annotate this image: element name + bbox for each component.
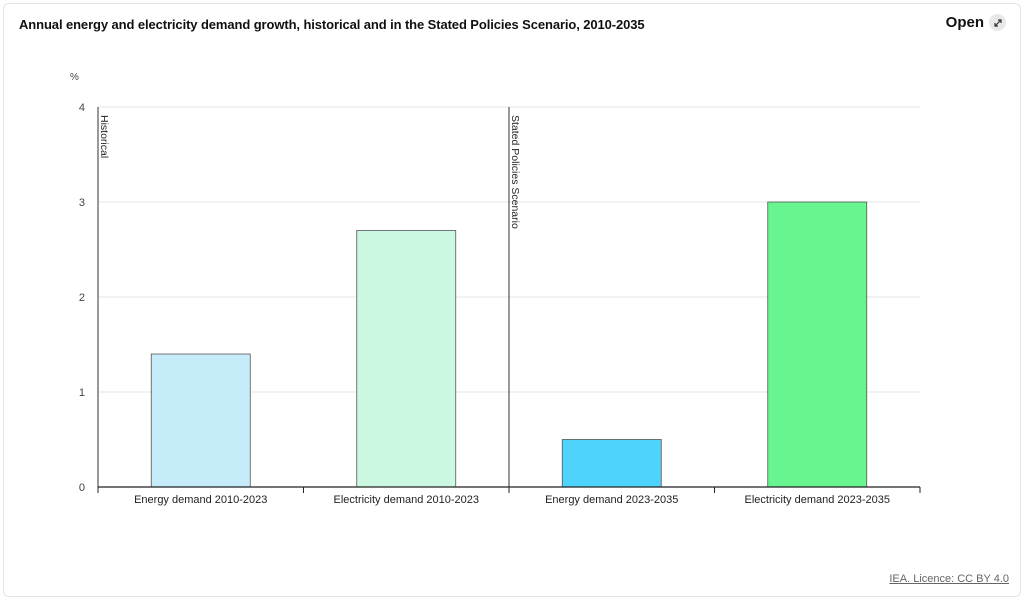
licence-link[interactable]: IEA. Licence: CC BY 4.0 xyxy=(889,573,1009,585)
bar xyxy=(356,230,457,488)
x-tick-label: Energy demand 2010-2023 xyxy=(134,494,267,506)
bar xyxy=(561,439,662,488)
y-tick-label: 2 xyxy=(79,292,85,304)
x-tick-label: Electricity demand 2023-2035 xyxy=(744,494,890,506)
x-tick-label: Electricity demand 2010-2023 xyxy=(333,494,479,506)
y-tick-label: 0 xyxy=(79,482,85,494)
bar xyxy=(767,201,868,488)
chart-title: Annual energy and electricity demand gro… xyxy=(19,17,645,32)
annotation-label: Historical xyxy=(98,115,110,158)
annotation-label: Stated Policies Scenario xyxy=(509,115,521,229)
open-button[interactable]: Open xyxy=(946,14,1006,31)
x-tick-label: Energy demand 2023-2035 xyxy=(545,494,678,506)
bar xyxy=(150,353,251,488)
open-label: Open xyxy=(945,14,984,31)
y-tick-label: 3 xyxy=(79,197,85,209)
y-tick-label: 1 xyxy=(79,387,85,399)
expand-arrows-icon xyxy=(989,14,1006,31)
y-axis-label: % xyxy=(70,72,79,83)
y-tick-label: 4 xyxy=(79,102,85,114)
